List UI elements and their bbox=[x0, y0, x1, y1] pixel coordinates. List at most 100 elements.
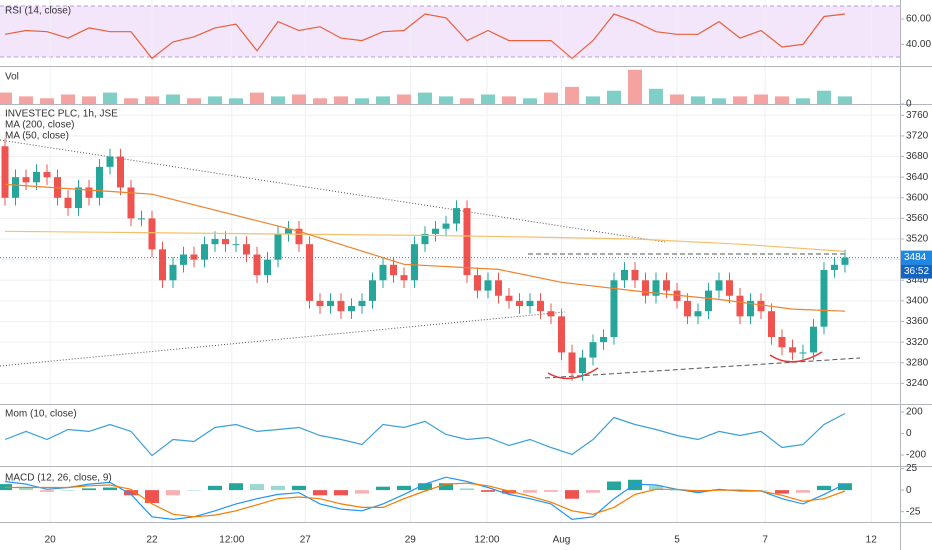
histogram-bar bbox=[291, 485, 306, 491]
histogram-bar bbox=[102, 487, 117, 491]
histogram-bar bbox=[480, 490, 495, 492]
volume-bar bbox=[333, 96, 348, 104]
volume-bar bbox=[480, 94, 495, 104]
candle-body bbox=[704, 290, 712, 312]
candle-body bbox=[347, 306, 355, 312]
y-tick-label: 3400 bbox=[906, 296, 929, 307]
panel-title: Vol bbox=[5, 72, 19, 83]
histogram-bar bbox=[144, 490, 159, 504]
macd-line bbox=[5, 482, 846, 518]
histogram-bar bbox=[543, 490, 558, 492]
histogram-bar bbox=[837, 483, 852, 491]
last-price-label: 3484 bbox=[904, 252, 927, 263]
histogram-bar bbox=[627, 479, 642, 491]
x-tick-label: 29 bbox=[405, 535, 417, 546]
moving-average bbox=[4, 183, 846, 312]
candle-body bbox=[757, 300, 765, 312]
y-tick-label: -25 bbox=[906, 506, 921, 517]
candle-body bbox=[389, 264, 397, 276]
y-tick-label: 3640 bbox=[906, 172, 929, 183]
candle-body bbox=[74, 187, 82, 209]
y-tick-label: 3520 bbox=[906, 234, 929, 245]
y-tick-label: 60.00 bbox=[906, 14, 931, 25]
volume-bar bbox=[501, 96, 516, 104]
histogram-bar bbox=[795, 490, 810, 493]
last-price-box bbox=[901, 250, 932, 265]
candle-body bbox=[515, 300, 523, 307]
panel-title: Mom (10, close) bbox=[5, 409, 77, 420]
volume-bar bbox=[585, 96, 600, 104]
candle-body bbox=[158, 249, 166, 281]
volume-bar bbox=[291, 94, 306, 104]
histogram-bar bbox=[123, 490, 138, 496]
candle-body bbox=[32, 172, 40, 183]
candle-body bbox=[557, 316, 565, 353]
y-tick-label: 3280 bbox=[906, 357, 929, 368]
volume-bar bbox=[648, 88, 663, 104]
y-tick-label: 3600 bbox=[906, 192, 929, 203]
candle-body bbox=[788, 347, 796, 353]
candle-body bbox=[473, 275, 481, 291]
histogram-bar bbox=[606, 481, 621, 491]
candle-body bbox=[274, 233, 282, 260]
histogram-bar bbox=[39, 490, 54, 492]
indicator-line bbox=[4, 412, 846, 457]
y-tick-label: 0 bbox=[906, 428, 912, 439]
candle-body bbox=[505, 295, 513, 301]
candle-body bbox=[820, 269, 828, 327]
rsi-band bbox=[0, 6, 900, 57]
volume-bar bbox=[165, 94, 180, 104]
histogram-bar bbox=[438, 483, 453, 491]
volume-bar bbox=[606, 90, 621, 104]
volume-bar bbox=[0, 92, 12, 104]
y-tick-label: 3240 bbox=[906, 378, 929, 389]
volume-bar bbox=[417, 92, 432, 104]
candle-body bbox=[190, 254, 198, 260]
histogram-bar bbox=[81, 488, 96, 491]
x-tick-label: 12:00 bbox=[219, 535, 244, 546]
y-tick-label: 0 bbox=[906, 99, 912, 110]
y-tick-label: 0 bbox=[906, 485, 912, 496]
volume-bar bbox=[60, 94, 75, 104]
candle-body bbox=[337, 300, 345, 312]
y-tick-label: 3720 bbox=[906, 131, 929, 142]
candle-body bbox=[620, 269, 628, 281]
candle-body bbox=[799, 352, 807, 354]
panel-title: MACD (12, 26, close, 9) bbox=[5, 473, 112, 484]
candle-body bbox=[127, 187, 135, 219]
histogram-bar bbox=[501, 490, 516, 494]
candle-body bbox=[631, 269, 639, 281]
volume-bar bbox=[711, 98, 726, 104]
histogram-bar bbox=[165, 490, 180, 496]
volume-bar bbox=[270, 96, 285, 104]
y-tick-label: -200 bbox=[906, 450, 926, 461]
candle-body bbox=[421, 233, 429, 245]
candle-body bbox=[242, 244, 250, 255]
candle-body bbox=[431, 228, 439, 234]
candle-body bbox=[736, 295, 744, 317]
candle-body bbox=[725, 280, 733, 296]
volume-bar bbox=[123, 98, 138, 104]
candle-body bbox=[694, 311, 702, 317]
indicator-line bbox=[4, 13, 846, 60]
histogram-bar bbox=[669, 490, 684, 491]
candle-body bbox=[809, 326, 817, 353]
volume-bar bbox=[732, 96, 747, 104]
volume-bar bbox=[459, 98, 474, 104]
y-tick-label: 3360 bbox=[906, 316, 929, 327]
volume-bar bbox=[774, 96, 789, 104]
candle-body bbox=[263, 259, 271, 276]
volume-bar bbox=[39, 98, 54, 104]
histogram-bar bbox=[417, 483, 432, 491]
candle-body bbox=[662, 280, 670, 291]
moving-average bbox=[4, 230, 846, 252]
marks bbox=[0, 13, 900, 521]
panel-title: RSI (14, close) bbox=[5, 6, 71, 17]
candle-body bbox=[410, 244, 418, 281]
candle-body bbox=[368, 280, 376, 301]
histogram-bar bbox=[753, 490, 768, 491]
histogram-bar bbox=[18, 486, 33, 491]
y-tick-label: 3320 bbox=[906, 337, 929, 348]
volume-bar bbox=[228, 98, 243, 104]
candle-body bbox=[169, 264, 177, 281]
